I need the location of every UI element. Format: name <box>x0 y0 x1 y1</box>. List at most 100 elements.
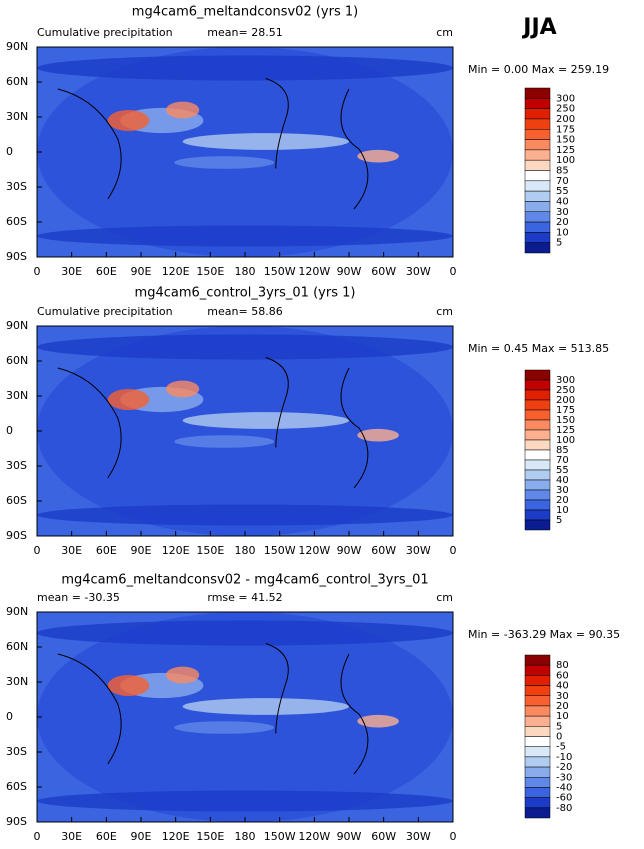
lon-label: 30E <box>61 830 82 843</box>
lat-label: 90S <box>6 250 27 263</box>
colorbar-box <box>524 654 551 666</box>
lon-label: 90W <box>337 265 362 278</box>
colorbar-box <box>524 399 551 411</box>
colorbar-box <box>524 469 551 481</box>
colorbar-box <box>524 419 551 431</box>
lon-label: 120W <box>298 830 330 843</box>
colorbar-label: 100 <box>556 155 575 166</box>
map-field <box>37 612 453 822</box>
colorbar-label: 300 <box>556 375 575 386</box>
colorbar-box <box>524 479 551 491</box>
colorbar-label: 20 <box>556 701 569 712</box>
lon-label: 0 <box>34 265 41 278</box>
colorbar-box <box>524 242 551 254</box>
lat-label: 0 <box>6 424 13 437</box>
coastline <box>57 643 369 775</box>
colorbar-box <box>524 736 551 747</box>
colorbar-box <box>524 499 551 511</box>
colorbar-box <box>524 726 551 737</box>
colorbar-label: 300 <box>556 93 575 104</box>
lon-label: 30W <box>406 830 431 843</box>
lat-label: 30S <box>6 745 27 758</box>
colorbar-box <box>524 139 551 151</box>
lon-label: 120E <box>162 265 190 278</box>
colorbar-label: 20 <box>556 217 569 228</box>
lon-label: 90W <box>337 830 362 843</box>
colorbar-label: 30 <box>556 207 569 218</box>
lon-label: 60E <box>96 265 117 278</box>
colorbar-label: 10 <box>556 227 569 238</box>
colorbar-box <box>524 797 551 809</box>
map-field <box>107 675 150 696</box>
colorbar-label: 60 <box>556 670 569 681</box>
right-label: cm <box>436 26 453 39</box>
colorbar-label: 0 <box>556 732 562 743</box>
lat-label: 60N <box>6 640 28 653</box>
colorbar-box <box>524 685 551 696</box>
map-field <box>37 326 453 536</box>
colorbar-box <box>524 409 551 421</box>
season-label: JJA <box>521 15 556 40</box>
lat-label: 90N <box>6 40 28 53</box>
lat-label: 30N <box>6 110 28 123</box>
colorbar-box <box>524 715 551 727</box>
colorbar-box <box>524 459 551 471</box>
map-field <box>37 334 453 360</box>
lon-label: 30E <box>61 544 82 557</box>
lon-label: 150W <box>264 830 296 843</box>
lon-label: 30W <box>406 265 431 278</box>
colorbar-label: 200 <box>556 395 575 406</box>
colorbar-box <box>524 87 551 99</box>
stats-label: Min = 0.45 Max = 513.85 <box>468 342 609 355</box>
colorbar-label: 150 <box>556 415 575 426</box>
map-field <box>182 412 349 429</box>
lon-label: 30E <box>61 265 82 278</box>
colorbar-box <box>524 509 551 521</box>
colorbar-label: 20 <box>556 495 569 506</box>
colorbar-label: 55 <box>556 465 569 476</box>
map-field <box>357 714 399 728</box>
colorbar-box <box>524 149 551 161</box>
center-label: mean= 58.86 <box>207 305 282 318</box>
colorbar-box <box>524 449 551 461</box>
colorbar-box <box>524 429 551 441</box>
lat-label: 90N <box>6 605 28 618</box>
colorbar-label: 55 <box>556 186 569 197</box>
colorbar-label: 5 <box>556 721 562 732</box>
left-label: mean = -30.35 <box>37 591 120 604</box>
colorbar-label: 175 <box>556 405 575 416</box>
lon-label: 120E <box>162 830 190 843</box>
map-field <box>37 790 453 812</box>
colorbar-label: 10 <box>556 505 569 516</box>
colorbar-box <box>524 389 551 401</box>
lon-label: 90E <box>131 830 152 843</box>
lon-label: 90E <box>131 544 152 557</box>
colorbar-label: 5 <box>556 238 562 249</box>
lon-label: 180 <box>235 544 256 557</box>
colorbar-label: 250 <box>556 104 575 115</box>
colorbar-box <box>524 695 551 707</box>
left-label: Cumulative precipitation <box>37 26 173 39</box>
lat-label: 90S <box>6 815 27 828</box>
map-field <box>165 380 200 398</box>
lon-label: 60W <box>371 830 396 843</box>
colorbar-label: 175 <box>556 124 575 135</box>
lon-label: 180 <box>235 830 256 843</box>
map-field <box>165 101 200 119</box>
lat-label: 90S <box>6 529 27 542</box>
colorbar-box <box>524 232 551 243</box>
map-field <box>165 666 200 684</box>
lon-label: 0 <box>450 544 457 557</box>
colorbar-label: 40 <box>556 475 569 486</box>
lat-label: 60N <box>6 75 28 88</box>
colorbar-box <box>524 369 551 381</box>
colorbar-box <box>524 201 551 212</box>
colorbar-label: 80 <box>556 660 569 671</box>
left-label: Cumulative precipitation <box>37 305 173 318</box>
lon-label: 120W <box>298 544 330 557</box>
map-field <box>174 435 275 448</box>
map-field <box>37 55 453 81</box>
lat-label: 30S <box>6 180 27 193</box>
colorbar-label: -60 <box>556 793 572 804</box>
lon-label: 0 <box>34 544 41 557</box>
